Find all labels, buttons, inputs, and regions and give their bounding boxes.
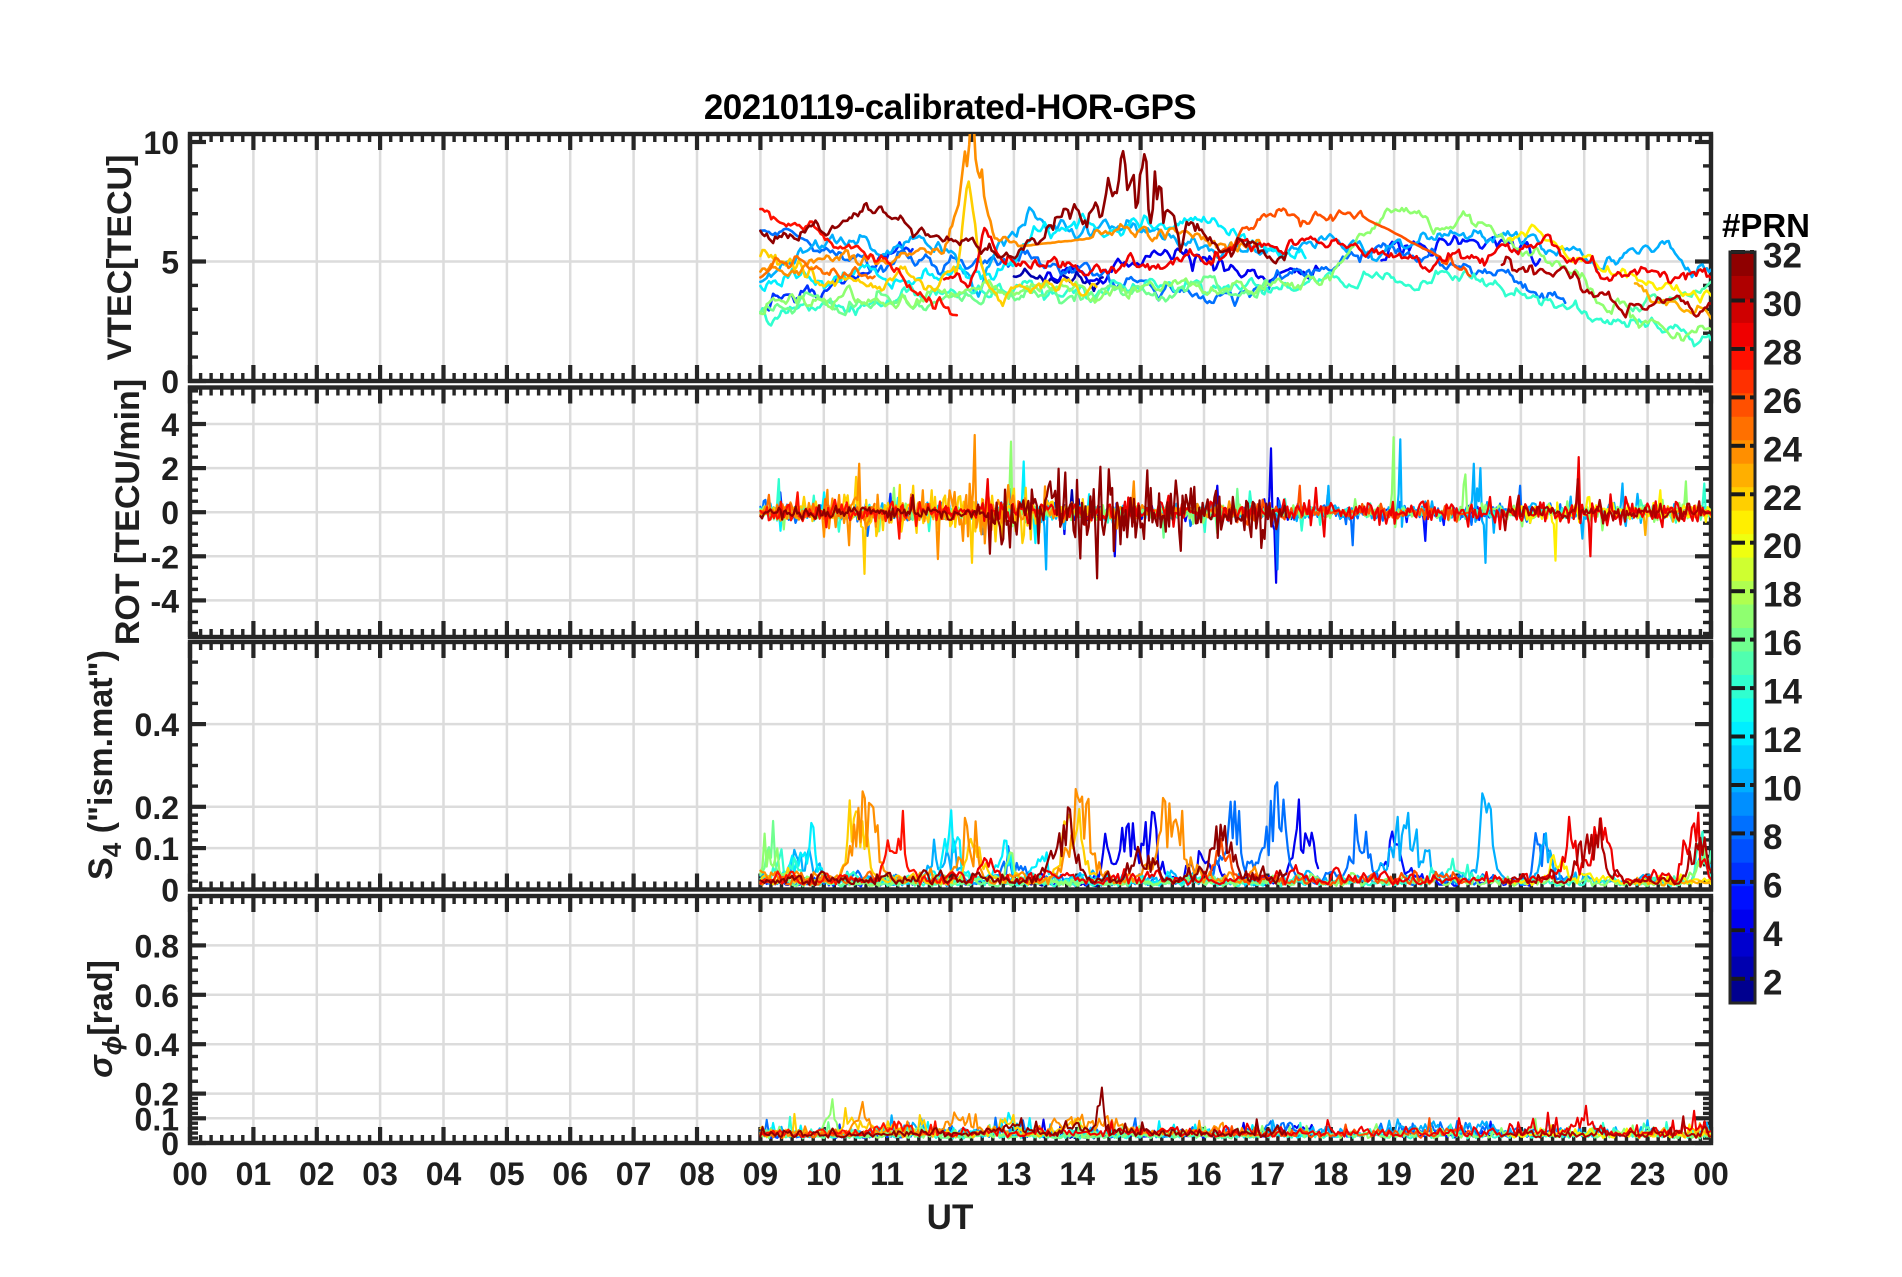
- svg-text:0.4: 0.4: [135, 707, 180, 743]
- svg-text:21: 21: [1503, 1156, 1539, 1192]
- svg-text:10: 10: [806, 1156, 842, 1192]
- svg-text:12: 12: [933, 1156, 969, 1192]
- svg-text:0.8: 0.8: [135, 928, 179, 964]
- svg-text:0.6: 0.6: [135, 978, 179, 1014]
- svg-text:0.2: 0.2: [135, 1077, 179, 1113]
- svg-text:S4 ("ism.mat"): S4 ("ism.mat"): [82, 650, 127, 880]
- svg-text:0: 0: [161, 873, 179, 909]
- svg-text:4: 4: [1763, 915, 1783, 954]
- svg-text:0: 0: [161, 1126, 179, 1162]
- svg-text:18: 18: [1313, 1156, 1349, 1192]
- svg-text:12: 12: [1763, 721, 1802, 760]
- svg-text:σϕ[rad]: σϕ[rad]: [82, 960, 127, 1078]
- svg-text:2: 2: [1763, 963, 1782, 1002]
- svg-text:8: 8: [1763, 818, 1782, 857]
- svg-text:19: 19: [1376, 1156, 1412, 1192]
- svg-text:10: 10: [143, 125, 179, 161]
- svg-text:0.2: 0.2: [135, 790, 179, 826]
- svg-text:14: 14: [1763, 673, 1802, 712]
- svg-text:26: 26: [1763, 382, 1802, 421]
- svg-text:ROT [TECU/min]: ROT [TECU/min]: [109, 379, 147, 645]
- svg-text:-2: -2: [151, 539, 179, 575]
- svg-text:UT: UT: [927, 1198, 974, 1237]
- svg-text:08: 08: [679, 1156, 715, 1192]
- svg-text:28: 28: [1763, 333, 1802, 372]
- svg-text:01: 01: [236, 1156, 272, 1192]
- svg-text:32: 32: [1763, 237, 1802, 276]
- svg-text:13: 13: [996, 1156, 1032, 1192]
- svg-text:04: 04: [426, 1156, 462, 1192]
- svg-text:02: 02: [299, 1156, 335, 1192]
- svg-text:22: 22: [1566, 1156, 1602, 1192]
- svg-text:30: 30: [1763, 285, 1802, 324]
- svg-text:0.4: 0.4: [135, 1027, 180, 1063]
- svg-text:07: 07: [616, 1156, 652, 1192]
- svg-text:16: 16: [1763, 624, 1802, 663]
- svg-text:18: 18: [1763, 576, 1802, 615]
- svg-text:0: 0: [161, 364, 179, 400]
- svg-text:09: 09: [743, 1156, 779, 1192]
- svg-text:05: 05: [489, 1156, 525, 1192]
- svg-text:0: 0: [161, 495, 179, 531]
- svg-text:06: 06: [552, 1156, 588, 1192]
- svg-text:-4: -4: [151, 583, 180, 619]
- svg-text:#PRN: #PRN: [1722, 207, 1810, 244]
- svg-text:14: 14: [1059, 1156, 1095, 1192]
- svg-text:6: 6: [1763, 866, 1782, 905]
- svg-text:03: 03: [362, 1156, 398, 1192]
- svg-text:4: 4: [161, 407, 179, 443]
- svg-text:5: 5: [161, 245, 179, 281]
- svg-text:16: 16: [1186, 1156, 1222, 1192]
- svg-text:17: 17: [1250, 1156, 1286, 1192]
- svg-text:23: 23: [1630, 1156, 1666, 1192]
- svg-text:00: 00: [1693, 1156, 1729, 1192]
- svg-text:00: 00: [172, 1156, 208, 1192]
- svg-text:0.1: 0.1: [135, 831, 179, 867]
- svg-text:15: 15: [1123, 1156, 1159, 1192]
- svg-text:20: 20: [1440, 1156, 1476, 1192]
- svg-text:10: 10: [1763, 770, 1802, 809]
- svg-text:20210119-calibrated-HOR-GPS: 20210119-calibrated-HOR-GPS: [704, 88, 1196, 127]
- svg-text:24: 24: [1763, 430, 1802, 469]
- svg-text:2: 2: [161, 451, 179, 487]
- svg-text:22: 22: [1763, 479, 1802, 518]
- svg-text:VTEC[TECU]: VTEC[TECU]: [101, 155, 139, 361]
- svg-text:11: 11: [870, 1156, 904, 1192]
- svg-text:0.1: 0.1: [135, 1101, 179, 1137]
- svg-text:20: 20: [1763, 527, 1802, 566]
